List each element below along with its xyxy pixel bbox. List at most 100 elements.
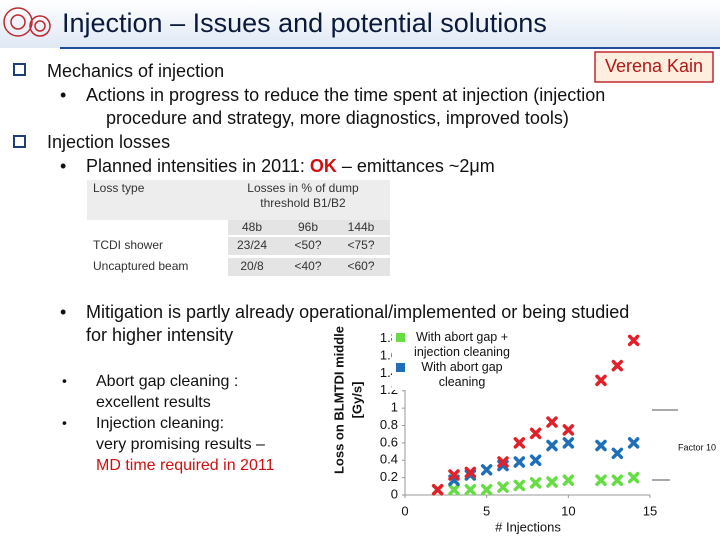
point [529, 477, 542, 489]
legend-entry: With abort gap + injection cleaning [392, 330, 518, 360]
point [464, 469, 477, 481]
text-part: – emittances ~2μm [337, 156, 495, 176]
table-cell: <75? [347, 238, 374, 252]
point [464, 484, 477, 496]
table-header: Losses in % of dump [247, 181, 359, 195]
table-column: 144b [348, 220, 375, 234]
y-tick-label: 0.6 [380, 434, 398, 449]
table-column: 48b [242, 220, 262, 234]
x-tick-label: 0 [401, 503, 408, 518]
bullet-text: excellent results [96, 394, 211, 411]
bullet: • [62, 373, 67, 389]
point [497, 481, 509, 493]
legend-label: With abort gap + injection cleaning [414, 330, 510, 359]
author-box [594, 51, 714, 83]
point [595, 474, 607, 486]
table-subheader-bg [228, 220, 390, 235]
table-header: threshold B1/B2 [260, 196, 346, 210]
x-tick-label: 5 [483, 503, 490, 518]
table-cell: TCDI shower [93, 238, 163, 252]
table-cell: 20/8 [240, 259, 264, 273]
bullet-text: Mitigation is partly already operational… [86, 302, 629, 322]
bullet-text: for higher intensity [86, 325, 233, 345]
point [513, 479, 526, 492]
table-cell: <50? [294, 238, 321, 252]
author: Verena Kain [605, 56, 703, 76]
point [497, 456, 509, 468]
table-column: 96b [298, 220, 318, 234]
point [431, 484, 444, 496]
bullet-text: Injection cleaning: [96, 415, 224, 432]
bullet-text: Abort gap cleaning : [96, 373, 238, 390]
point [627, 437, 640, 449]
point [562, 424, 575, 436]
point [529, 454, 542, 467]
table-header: Loss type [93, 181, 145, 195]
legend-box [392, 330, 522, 390]
y-tick-label: 1 [391, 400, 398, 415]
bullet: • [60, 85, 66, 105]
bullet-text: Mechanics of injection [47, 61, 224, 81]
point [546, 439, 558, 452]
point [595, 374, 607, 387]
legend-list: With abort gap + injection cleaning With … [392, 330, 522, 390]
annotation: Factor 10 [678, 442, 716, 452]
point [513, 456, 526, 468]
y-axis-label: [Gy/s] [349, 382, 364, 419]
point [562, 437, 575, 449]
table-header-bg [87, 180, 390, 220]
bullet: • [62, 415, 67, 431]
point [480, 484, 493, 496]
text-part: Planned intensities in 2011: [86, 156, 310, 176]
legend-label: With abort gap cleaning [421, 360, 503, 389]
bullet [13, 63, 26, 76]
title: Injection – Issues and potential solutio… [62, 8, 547, 38]
point [562, 474, 575, 486]
table-cell: Uncaptured beam [93, 259, 188, 273]
x-tick-label: 10 [561, 503, 575, 518]
point [546, 416, 558, 428]
header-band [0, 0, 720, 48]
point [611, 474, 624, 486]
legend-swatch [396, 333, 405, 342]
bullet-text: very promising results – [96, 436, 265, 453]
bracket [652, 409, 678, 481]
legend: With abort gap + injection cleaningWith … [392, 330, 522, 390]
y-tick-label: 0.2 [380, 469, 398, 484]
point [611, 447, 624, 460]
table-cell: <60? [347, 259, 374, 273]
point [627, 334, 640, 347]
bullet-text: procedure and strategy, more diagnostics… [106, 108, 569, 128]
x-axis-label: # Injections [495, 519, 561, 534]
table-cell-bg [228, 258, 390, 276]
point [627, 471, 640, 484]
point [480, 464, 493, 476]
point [513, 437, 526, 449]
table: Loss type Losses in % of dump threshold … [87, 180, 390, 276]
legend-swatch [396, 363, 405, 372]
table-cell-bg [228, 237, 390, 255]
table-cell: 23/24 [237, 238, 267, 252]
bullet: • [60, 302, 66, 322]
bullet-text: Planned intensities in 2011: OK – emitta… [86, 156, 495, 176]
point [464, 466, 477, 479]
point [546, 476, 558, 488]
y-tick-label: 0.4 [380, 452, 398, 467]
point [448, 484, 460, 496]
point [595, 439, 607, 452]
point [529, 427, 542, 440]
point [611, 359, 624, 372]
logo [3, 7, 51, 37]
bullet-text: Actions in progress to reduce the time s… [86, 85, 605, 105]
point [448, 469, 460, 481]
bullet-text: MD time required in 2011 [96, 457, 275, 474]
text-part: OK [310, 156, 337, 176]
chart: 00.20.40.60.811.21.41.61.80 5 10 15# Inject… [331, 326, 716, 534]
table-cell: <40? [294, 259, 321, 273]
bullet-text: Injection losses [47, 132, 170, 152]
y-tick-label: 0 [391, 486, 398, 501]
x-tick-label: 15 [643, 503, 657, 518]
bullet [13, 135, 26, 148]
y-tick-label: 0.8 [380, 417, 398, 432]
